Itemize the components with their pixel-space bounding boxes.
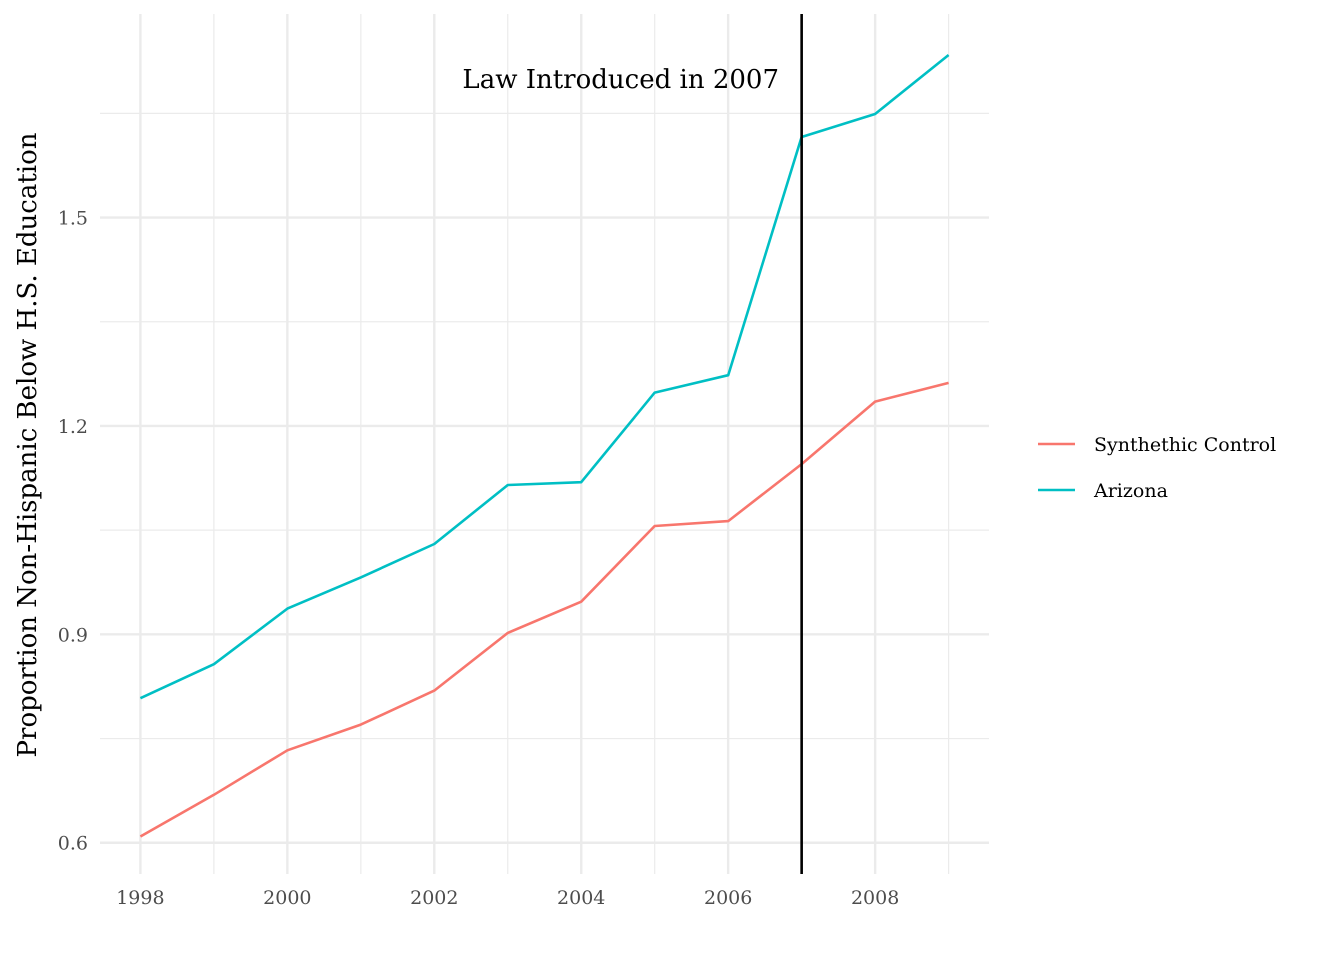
y-tick-label: 1.5 <box>58 208 88 230</box>
x-tick-label: 2008 <box>851 887 899 909</box>
minor-gridlines <box>100 14 989 874</box>
x-axis-tick-labels: 1998 2000 2002 2004 2006 2008 <box>116 887 899 909</box>
x-tick-label: 1998 <box>116 887 164 909</box>
law-annotation: Law Introduced in 2007 <box>462 65 779 95</box>
legend-label: Synthethic Control <box>1094 434 1276 456</box>
x-tick-label: 2004 <box>557 887 605 909</box>
legend-label: Arizona <box>1093 480 1168 502</box>
x-tick-label: 2006 <box>704 887 752 909</box>
major-gridlines <box>100 14 989 874</box>
series-lines <box>139 53 950 838</box>
y-axis-tick-labels: 0.6 0.9 1.2 1.5 <box>58 208 88 855</box>
y-tick-label: 0.9 <box>58 624 88 646</box>
y-axis-title: Proportion Non-Hispanic Below H.S. Educa… <box>13 132 43 757</box>
x-tick-label: 2000 <box>263 887 311 909</box>
x-tick-label: 2002 <box>410 887 458 909</box>
series-line-synthethic-control <box>139 381 949 838</box>
series-line-arizona <box>139 53 950 700</box>
y-tick-label: 1.2 <box>58 416 88 438</box>
y-tick-label: 0.6 <box>58 833 88 855</box>
legend: Synthethic Control Arizona <box>1038 434 1276 502</box>
